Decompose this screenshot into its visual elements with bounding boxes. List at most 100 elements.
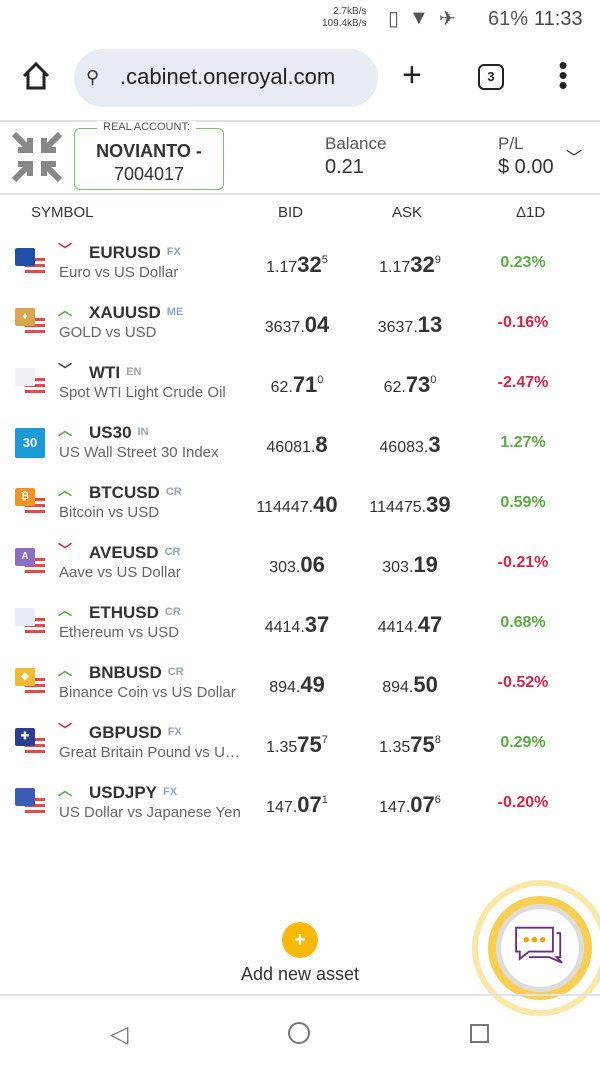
chevron-up-icon: ︿ [58, 662, 72, 678]
symbol-cell: ETHUSD CR [89, 603, 181, 623]
ask-price[interactable]: 1.17329 [355, 252, 465, 278]
daily-change: 0.68% [500, 614, 546, 631]
bid-price[interactable]: 303.06 [242, 552, 352, 578]
price-pips: 32 [297, 252, 322, 277]
price-pips: 06 [300, 552, 325, 577]
table-row[interactable]: ♦ ︿ XAUUSD ME GOLD vs USD 3637.04 3637.13… [0, 292, 600, 352]
back-icon[interactable]: ◁ [110, 1021, 129, 1048]
ask-price[interactable]: 114475.39 [355, 492, 465, 518]
ask-price[interactable]: 1.35758 [355, 732, 465, 758]
account-number: 7004017 [113, 164, 185, 184]
price-prefix: 3637. [264, 319, 305, 336]
symbol-cell: AVEUSD CR [89, 543, 180, 563]
bid-price[interactable]: 46081.8 [242, 432, 352, 458]
tab-switcher-button[interactable]: 3 [478, 64, 504, 90]
symbol-cell: BNBUSD CR [89, 663, 184, 683]
chat-button[interactable] [472, 880, 600, 1016]
price-pips: 40 [313, 492, 338, 517]
price-prefix: 147. [379, 799, 411, 816]
add-asset-button[interactable]: + [282, 922, 318, 958]
wifi-icon: ▼ [409, 7, 429, 29]
table-row[interactable]: A ﹀ AVEUSD CR Aave vs US Dollar 303.06 30… [0, 532, 600, 592]
collapse-icon[interactable] [10, 130, 64, 184]
bid-price[interactable]: 62.710 [242, 372, 352, 398]
ask-price[interactable]: 894.50 [355, 672, 465, 698]
price-prefix: 894. [269, 679, 301, 696]
account-selector[interactable]: REAL ACCOUNT: NOVIANTO - 7004017 [74, 121, 224, 190]
table-row[interactable]: ₿ ︿ BTCUSD CR Bitcoin vs USD 114447.40 11… [0, 472, 600, 532]
ask-price[interactable]: 147.076 [355, 792, 465, 818]
price-prefix: 3637. [377, 319, 418, 336]
chevron-down-icon: ﹀ [58, 362, 72, 378]
daily-change: -0.52% [497, 674, 549, 691]
category-badge: FX [167, 726, 182, 738]
symbol-name: USDJPY [89, 783, 158, 802]
header-ask[interactable]: ASK [392, 204, 423, 221]
price-prefix: 62. [270, 379, 293, 396]
eu-flag-icon [15, 248, 45, 278]
symbol-cell: US30 IN [89, 423, 149, 443]
price-fraction: 5 [321, 254, 328, 266]
bid-price[interactable]: 4414.37 [242, 612, 352, 638]
price-prefix: 4414. [264, 619, 305, 636]
bid-price[interactable]: 114447.40 [242, 492, 352, 518]
header-symbol[interactable]: SYMBOL [31, 204, 94, 221]
price-prefix: 4414. [377, 619, 418, 636]
symbol-name: WTI [89, 363, 121, 382]
oil-icon [15, 368, 45, 398]
bitcoin-icon: ₿ [15, 488, 45, 518]
add-asset-label[interactable]: Add new asset [240, 964, 360, 984]
asset-list: ﹀ EURUSD FX Euro vs US Dollar 1.17325 1.1… [0, 232, 600, 832]
ask-price[interactable]: 4414.47 [355, 612, 465, 638]
bid-price[interactable]: 147.071 [242, 792, 352, 818]
site-settings-icon[interactable]: ⚲ [86, 67, 100, 87]
symbol-name: XAUUSD [89, 303, 161, 322]
table-row[interactable]: ﹀ EURUSD FX Euro vs US Dollar 1.17325 1.1… [0, 232, 600, 292]
category-badge: FX [163, 786, 178, 798]
home-icon[interactable] [20, 60, 52, 92]
price-pips: 47 [417, 612, 443, 637]
symbol-cell: WTI EN [89, 363, 141, 383]
balance: Balance 0.21 [325, 134, 386, 179]
symbol-description: GOLD vs USD [59, 324, 157, 341]
table-row[interactable]: ✚ ﹀ GBPUSD FX Great Britain Pound vs US D… [0, 712, 600, 772]
chevron-down-icon: ﹀ [58, 242, 72, 258]
ask-price[interactable]: 3637.13 [355, 312, 465, 338]
pl-label: P/L [498, 134, 524, 153]
price-pips: 07 [410, 792, 435, 817]
url-text[interactable]: .cabinet.oneroyal.com [120, 64, 336, 89]
more-menu-icon[interactable]: • • • [558, 50, 568, 100]
category-badge: EN [126, 366, 142, 378]
us-jp-flag-icon [15, 788, 45, 818]
bid-price[interactable]: 1.17325 [242, 252, 352, 278]
table-row[interactable]: ︿ USDJPY FX US Dollar vs Japanese Yen 147… [0, 772, 600, 832]
ask-price[interactable]: 303.19 [355, 552, 465, 578]
account-bar: REAL ACCOUNT: NOVIANTO - 7004017 Balance… [0, 120, 600, 195]
symbol-cell: EURUSD FX [89, 243, 181, 263]
symbol-description: Spot WTI Light Crude Oil [59, 384, 226, 401]
table-row[interactable]: ﹀ WTI EN Spot WTI Light Crude Oil 62.710 … [0, 352, 600, 412]
table-row[interactable]: 30 ︿ US30 IN US Wall Street 30 Index 4608… [0, 412, 600, 472]
table-row[interactable]: ︿ ETHUSD CR Ethereum vs USD 4414.37 4414.… [0, 592, 600, 652]
address-bar[interactable]: ⚲ .cabinet.oneroyal.com [74, 49, 378, 107]
chat-icon [515, 926, 563, 964]
browser-toolbar: ⚲ .cabinet.oneroyal.com + 3 • • • [0, 38, 600, 120]
recents-icon[interactable] [470, 1024, 489, 1043]
ask-price[interactable]: 46083.3 [355, 432, 465, 458]
header-bid[interactable]: BID [278, 204, 304, 221]
bid-price[interactable]: 1.35757 [242, 732, 352, 758]
table-row[interactable]: ◆ ︿ BNBUSD CR Binance Coin vs US Dollar 8… [0, 652, 600, 712]
price-pips: 39 [426, 492, 451, 517]
chevron-down-icon[interactable]: ﹀ [566, 150, 583, 167]
price-prefix: 1.17 [379, 259, 411, 276]
bid-price[interactable]: 3637.04 [242, 312, 352, 338]
header-change[interactable]: Δ1D [516, 204, 546, 221]
bid-price[interactable]: 894.49 [242, 672, 352, 698]
home-nav-icon[interactable] [288, 1022, 310, 1044]
price-pips: 04 [304, 312, 330, 337]
ask-price[interactable]: 62.730 [355, 372, 465, 398]
chevron-down-icon: ﹀ [58, 542, 72, 558]
daily-change: -2.47% [497, 374, 549, 391]
new-tab-button[interactable]: + [402, 56, 422, 94]
price-pips: 3 [428, 432, 441, 457]
